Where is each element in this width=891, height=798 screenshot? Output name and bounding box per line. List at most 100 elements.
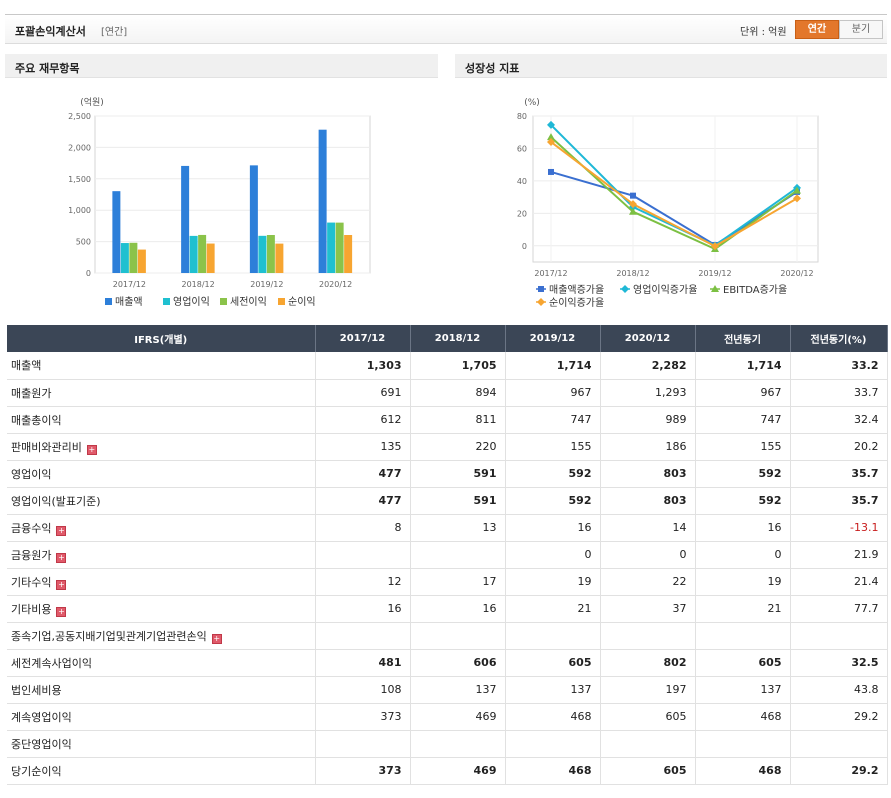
- value-cell: 33.7: [790, 379, 888, 407]
- y-tick-label: 0: [522, 242, 527, 251]
- expand-plus-icon[interactable]: +: [56, 606, 67, 617]
- expand-plus-icon[interactable]: +: [56, 525, 67, 536]
- row-label: 세전계속사업이익: [11, 656, 92, 670]
- value-cell: 1,714: [505, 352, 601, 380]
- point-marker: [711, 242, 719, 251]
- series-line: [550, 136, 798, 251]
- legend-label: EBITDA증가율: [723, 284, 787, 296]
- growth-line-chart: 0 20 40 60 80 (%) 2017/12 2018/12 2019/12 2020/12…: [517, 98, 819, 309]
- table-row: 매출총이익 612 811 747 989 747 32.4: [7, 406, 888, 434]
- y-tick-label: 0: [86, 269, 91, 278]
- value-cell: 21.9: [790, 541, 888, 569]
- value-cell: 155: [695, 433, 791, 461]
- bar: [120, 243, 129, 273]
- value-cell: [505, 730, 601, 758]
- row-label: 중단영업이익: [11, 737, 72, 751]
- table-row: 법인세비용 108 137 137 197 137 43.8: [7, 676, 888, 704]
- value-cell: 803: [600, 460, 696, 488]
- value-cell: 0: [505, 541, 601, 569]
- row-label: 기타비용: [11, 602, 52, 616]
- value-cell: 591: [410, 460, 506, 488]
- value-cell: 19: [505, 568, 601, 596]
- row-label: 당기순이익: [11, 764, 62, 778]
- legend-label: 영업이익증가율: [633, 283, 697, 296]
- table-row: 매출원가 691 894 967 1,293 967 33.7: [7, 379, 888, 407]
- value-cell: 19: [695, 568, 791, 596]
- x-tick-label: 2017/12: [534, 269, 567, 278]
- value-cell: 1,303: [315, 352, 411, 380]
- table-row: 영업이익 477 591 592 803 592 35.7: [7, 460, 888, 488]
- y-tick-label: 1,000: [68, 206, 91, 215]
- value-cell: [315, 622, 411, 650]
- value-cell: 21.4: [790, 568, 888, 596]
- table-row: 기타수익 +12 17 19 22 19 21.4: [7, 568, 888, 596]
- value-cell: 469: [410, 703, 506, 731]
- legend-label: 순이익증가율: [549, 297, 604, 309]
- legend-label: 세전이익: [230, 296, 267, 308]
- expand-plus-icon[interactable]: +: [86, 444, 97, 455]
- value-cell: 605: [505, 649, 601, 677]
- value-cell: 32.4: [790, 406, 888, 434]
- value-cell: 155: [505, 433, 601, 461]
- value-cell: [695, 622, 791, 650]
- bar: [129, 242, 138, 273]
- row-label: 매출원가: [11, 386, 52, 400]
- bar: [112, 191, 121, 273]
- expand-plus-icon[interactable]: +: [211, 633, 222, 644]
- expand-plus-icon[interactable]: +: [56, 579, 67, 590]
- value-cell: 13: [410, 514, 506, 542]
- value-cell: 137: [695, 676, 791, 704]
- value-cell: 35.7: [790, 460, 888, 488]
- tab-annual[interactable]: 연간: [795, 20, 839, 39]
- x-tick-label: 2019/12: [698, 269, 731, 278]
- row-label: 매출액: [11, 359, 42, 373]
- value-cell: 747: [695, 406, 791, 434]
- bar: [137, 249, 146, 273]
- expand-plus-icon[interactable]: +: [56, 552, 67, 563]
- bar: [206, 243, 215, 273]
- point-marker: [793, 186, 801, 194]
- row-label: 영업이익: [11, 467, 52, 481]
- bar: [249, 165, 258, 273]
- value-cell: 33.2: [790, 352, 888, 380]
- value-cell: [410, 541, 506, 569]
- value-cell: 197: [600, 676, 696, 704]
- value-cell: 16: [505, 514, 601, 542]
- row-label-cell: 계속영업이익: [7, 703, 316, 731]
- value-cell: 373: [315, 757, 411, 785]
- table-row: 금융원가 +0 0 0 21.9: [7, 541, 888, 569]
- value-cell: 591: [410, 487, 506, 515]
- table-row: 중단영업이익: [7, 730, 888, 758]
- x-tick-label: 2020/12: [780, 269, 813, 278]
- row-label: 기타수익: [11, 575, 52, 589]
- value-cell: 747: [505, 406, 601, 434]
- row-label-cell: 법인세비용: [7, 676, 316, 704]
- value-cell: 481: [315, 649, 411, 677]
- bar: [198, 234, 207, 273]
- tab-quarter[interactable]: 분기: [839, 20, 883, 39]
- value-cell: [505, 622, 601, 650]
- financial-items-bar-chart: 0 500 1,000 1,500 2,000 2,500 (억원) 2017/12 2018/…: [68, 96, 371, 308]
- table-row: 당기순이익 373 469 468 605 468 29.2: [7, 757, 888, 785]
- row-label: 매출총이익: [11, 413, 62, 427]
- value-cell: 77.7: [790, 595, 888, 623]
- value-cell: -13.1: [790, 514, 888, 542]
- value-cell: 1,705: [410, 352, 506, 380]
- legend-swatch: [278, 298, 285, 305]
- value-cell: 1,293: [600, 379, 696, 407]
- legend-label: 매출액증가율: [549, 284, 604, 296]
- row-label: 금융수익: [11, 521, 52, 535]
- value-cell: [600, 622, 696, 650]
- table-row: 금융수익 +8 13 16 14 16 -13.1: [7, 514, 888, 542]
- table-row: 세전계속사업이익 481 606 605 802 605 32.5: [7, 649, 888, 677]
- point-marker: [547, 133, 555, 141]
- value-cell: 477: [315, 460, 411, 488]
- value-cell: 16: [410, 595, 506, 623]
- point-marker: [793, 194, 801, 203]
- unit-label: 단위 : 억원: [740, 27, 787, 38]
- point-marker: [711, 285, 719, 292]
- bar: [344, 235, 353, 273]
- column-header-period: 2017/12: [315, 325, 411, 352]
- column-header-period: 전년동기: [695, 325, 791, 352]
- series-line: [550, 141, 798, 248]
